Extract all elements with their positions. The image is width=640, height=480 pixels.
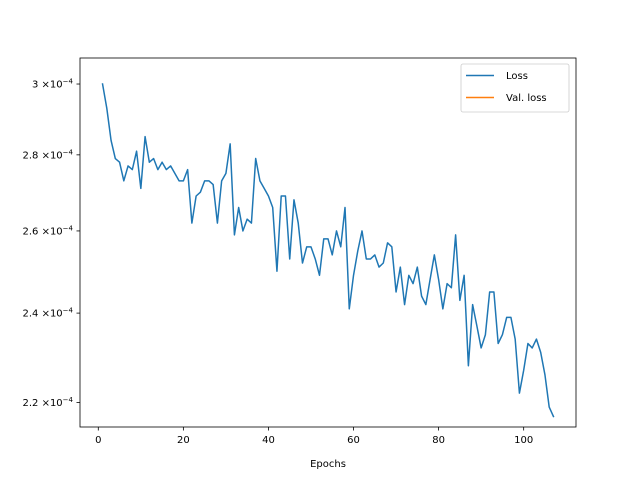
y-tick-label: 2.6 ×10−4 bbox=[22, 224, 73, 237]
legend-label-val-loss: Val. loss bbox=[506, 93, 547, 104]
x-axis-ticks: 0 20 40 60 80 100 bbox=[95, 427, 533, 446]
plot-area bbox=[80, 58, 576, 427]
legend: Loss Val. loss bbox=[460, 63, 570, 113]
x-tick-label: 20 bbox=[177, 435, 190, 446]
x-tick-label: 60 bbox=[347, 435, 360, 446]
x-tick-label: 80 bbox=[432, 435, 445, 446]
series-layer bbox=[101, 83, 555, 418]
y-axis-ticks: 2.2 ×10−4 2.4 ×10−4 2.6 ×10−4 2.8 ×10−4 3 ×1… bbox=[22, 78, 80, 409]
y-tick-label: 2.8 ×10−4 bbox=[22, 148, 73, 161]
y-tick-label: 2.4 ×10−4 bbox=[22, 307, 73, 320]
series-line-loss bbox=[101, 83, 555, 418]
x-tick-label: 100 bbox=[514, 435, 533, 446]
x-tick-label: 40 bbox=[262, 435, 275, 446]
y-tick-label: 3 ×10−4 bbox=[32, 78, 74, 91]
legend-label-loss: Loss bbox=[506, 71, 528, 82]
x-tick-label: 0 bbox=[95, 435, 101, 446]
x-axis-label: Epochs bbox=[310, 459, 346, 470]
plot-frame bbox=[79, 57, 577, 428]
y-tick-label: 2.2 ×10−4 bbox=[22, 396, 73, 409]
